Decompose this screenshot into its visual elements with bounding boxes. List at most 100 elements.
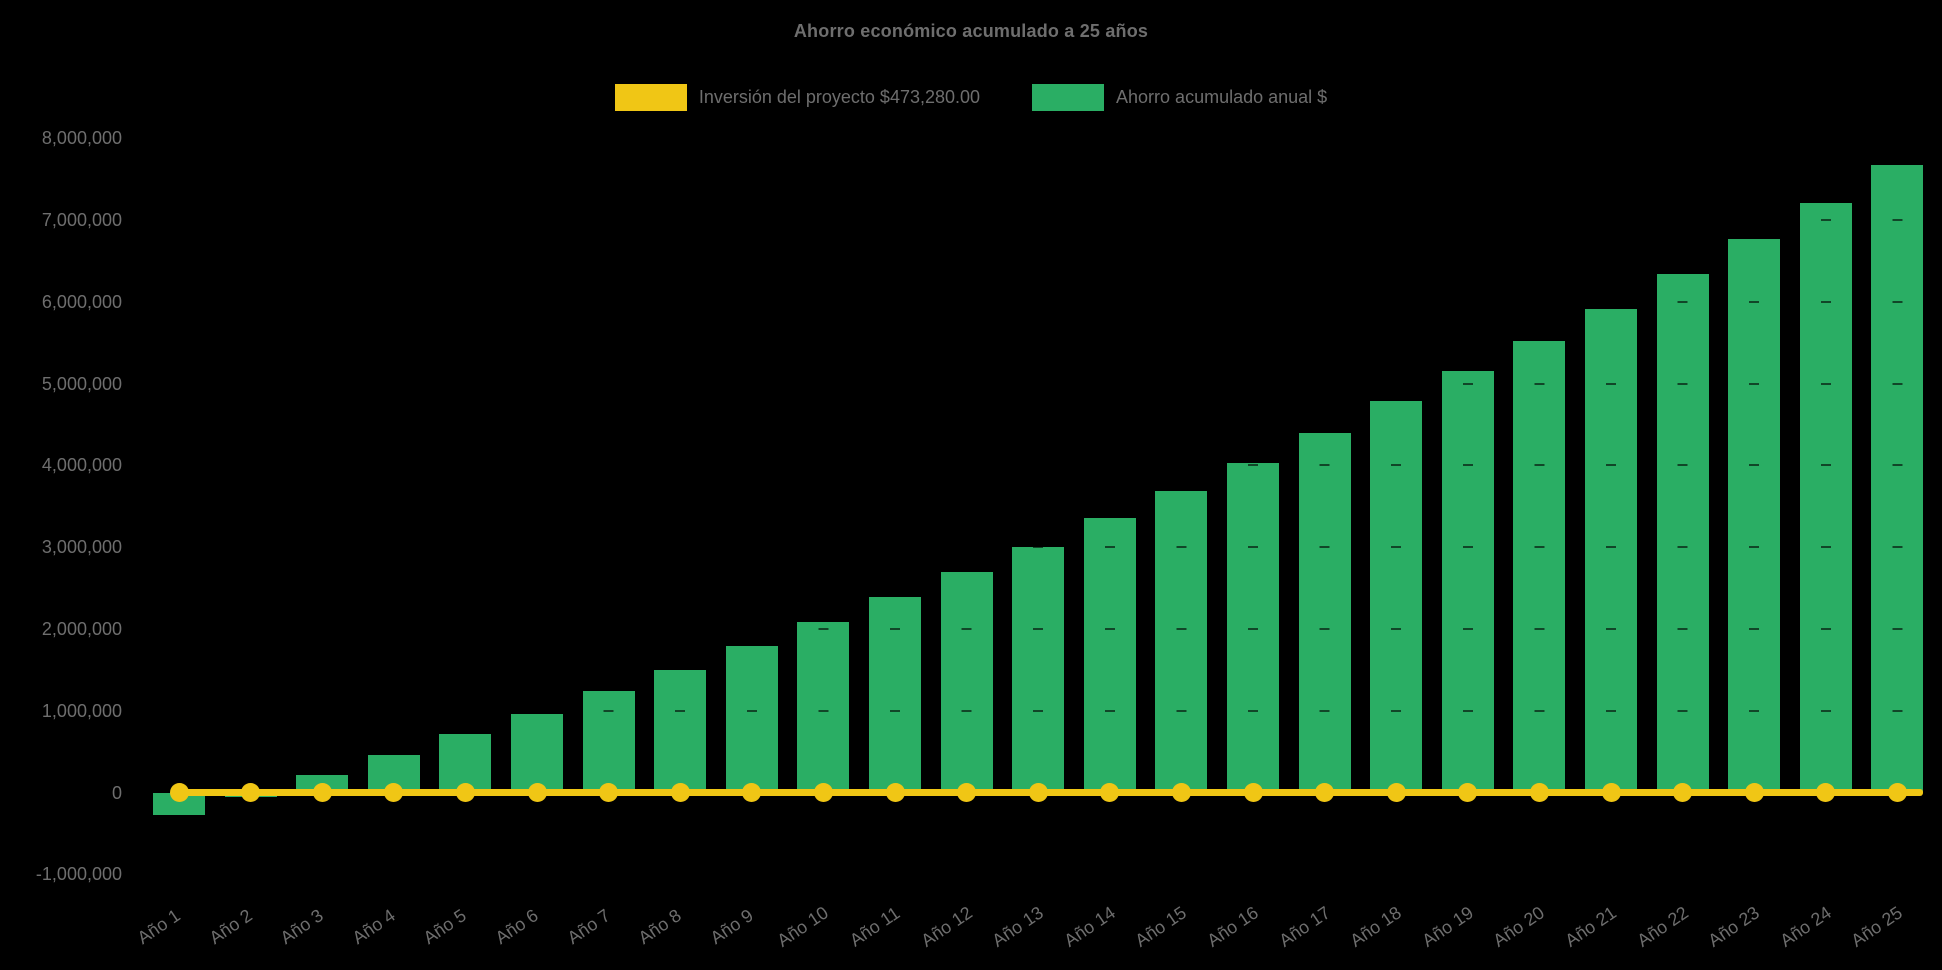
x-tick-label: Año 22 bbox=[1633, 902, 1692, 951]
x-tick-label: Año 23 bbox=[1704, 902, 1764, 951]
bar[interactable] bbox=[940, 572, 993, 793]
bar[interactable] bbox=[1370, 401, 1423, 793]
gridline bbox=[171, 300, 1923, 303]
investment-line-dot[interactable] bbox=[1315, 783, 1335, 802]
investment-line-dot[interactable] bbox=[670, 783, 690, 802]
chart-title: Ahorro económico acumulado a 25 años bbox=[793, 21, 1149, 41]
investment-line-swatch bbox=[614, 84, 687, 111]
investment-line-dot[interactable] bbox=[1100, 783, 1120, 802]
investment-line-dot[interactable] bbox=[455, 783, 475, 802]
bar[interactable] bbox=[1083, 518, 1136, 793]
bar[interactable] bbox=[153, 792, 205, 815]
bar[interactable] bbox=[1656, 273, 1709, 793]
investment-line-dot[interactable] bbox=[599, 783, 619, 802]
investment-line-dot[interactable] bbox=[813, 783, 833, 802]
investment-line-dot[interactable] bbox=[1816, 783, 1836, 802]
bar[interactable] bbox=[1728, 238, 1781, 793]
y-tick-label: 0 bbox=[111, 782, 122, 803]
x-tick-label: Año 13 bbox=[988, 902, 1048, 951]
y-tick-label: 1,000,000 bbox=[41, 700, 122, 721]
investment-line-dot[interactable] bbox=[1171, 783, 1191, 802]
x-tick-label: Año 1 bbox=[133, 905, 184, 949]
x-tick-label: Año 19 bbox=[1418, 902, 1477, 951]
bar[interactable] bbox=[582, 691, 635, 793]
investment-line-dot[interactable] bbox=[885, 783, 905, 802]
gridline bbox=[171, 218, 1923, 221]
investment-line-dot[interactable] bbox=[957, 783, 977, 802]
investment-line-dot[interactable] bbox=[241, 783, 261, 802]
x-tick-label: Año 10 bbox=[773, 902, 833, 951]
x-tick-label: Año 6 bbox=[491, 905, 542, 949]
bar[interactable] bbox=[1585, 309, 1637, 793]
gridline bbox=[171, 709, 1923, 712]
bar[interactable] bbox=[1155, 491, 1208, 793]
x-tick-label: Año 3 bbox=[276, 905, 328, 949]
investment-line-dot[interactable] bbox=[1243, 783, 1263, 802]
x-tick-label: Año 8 bbox=[634, 905, 686, 949]
y-tick-label: 8,000,000 bbox=[41, 128, 122, 149]
bar[interactable] bbox=[1513, 340, 1566, 793]
investment-line-dot[interactable] bbox=[1529, 783, 1549, 802]
bar[interactable] bbox=[869, 596, 921, 793]
savings-bar-swatch bbox=[1032, 84, 1105, 111]
x-tick-label: Año 20 bbox=[1489, 902, 1549, 951]
investment-line-dot[interactable] bbox=[384, 783, 404, 802]
investment-line-dot[interactable] bbox=[527, 783, 547, 802]
gridline bbox=[171, 627, 1923, 630]
x-tick-label: Año 15 bbox=[1131, 902, 1191, 951]
investment-line-dot[interactable] bbox=[312, 783, 332, 802]
x-tick-label: Año 18 bbox=[1346, 902, 1406, 951]
bar[interactable] bbox=[1012, 547, 1065, 793]
legend-label-savings: Ahorro acumulado anual $ bbox=[1116, 87, 1328, 107]
x-tick-label: Año 2 bbox=[205, 905, 256, 949]
bar[interactable] bbox=[1799, 202, 1852, 793]
x-tick-label: Año 24 bbox=[1776, 902, 1835, 951]
investment-line-dot[interactable] bbox=[1386, 783, 1406, 802]
x-tick-label: Año 9 bbox=[706, 905, 757, 949]
gridline bbox=[171, 137, 1923, 140]
y-tick-label: 7,000,000 bbox=[41, 209, 122, 230]
gridline bbox=[171, 546, 1923, 549]
y-tick-label: 3,000,000 bbox=[41, 537, 122, 558]
investment-line-dot[interactable] bbox=[742, 783, 762, 802]
x-tick-label: Año 16 bbox=[1203, 902, 1262, 951]
legend-item-savings[interactable]: Ahorro acumulado anual $ bbox=[1032, 84, 1327, 111]
gridline bbox=[171, 873, 1923, 876]
x-tick-label: Año 7 bbox=[563, 905, 614, 949]
bar[interactable] bbox=[439, 733, 492, 793]
chart-legend: Inversión del proyecto $473,280.00 Ahorr… bbox=[0, 84, 1942, 111]
bar[interactable] bbox=[1227, 462, 1279, 793]
legend-label-investment: Inversión del proyecto $473,280.00 bbox=[698, 87, 981, 107]
investment-line-dot[interactable] bbox=[1601, 783, 1621, 802]
investment-line-dot[interactable] bbox=[1673, 783, 1693, 802]
y-tick-label: 2,000,000 bbox=[41, 618, 122, 639]
investment-line-dot[interactable] bbox=[1458, 783, 1478, 802]
x-tick-label: Año 17 bbox=[1275, 902, 1334, 951]
investment-line-dot[interactable] bbox=[1028, 783, 1048, 802]
x-tick-label: Año 11 bbox=[846, 902, 904, 951]
y-tick-label: 5,000,000 bbox=[41, 373, 122, 394]
x-tick-label: Año 12 bbox=[917, 902, 976, 951]
x-tick-label: Año 21 bbox=[1561, 902, 1620, 951]
y-tick-label: 4,000,000 bbox=[41, 455, 122, 476]
bar[interactable] bbox=[654, 669, 707, 793]
investment-line-dot[interactable] bbox=[1744, 783, 1764, 802]
bar[interactable] bbox=[1298, 433, 1351, 793]
x-tick-label: Año 25 bbox=[1847, 902, 1907, 951]
gridline bbox=[171, 382, 1923, 385]
investment-line-dot[interactable] bbox=[169, 783, 189, 802]
bar[interactable] bbox=[1871, 165, 1924, 793]
y-tick-label: 6,000,000 bbox=[41, 291, 122, 312]
bar[interactable] bbox=[725, 646, 778, 793]
bar[interactable] bbox=[511, 713, 563, 793]
y-tick-label: -1,000,000 bbox=[35, 864, 122, 885]
investment-line-dot[interactable] bbox=[1887, 783, 1907, 802]
bar[interactable] bbox=[1441, 371, 1494, 793]
x-tick-label: Año 14 bbox=[1060, 902, 1119, 951]
x-tick-label: Año 5 bbox=[420, 905, 471, 949]
legend-item-investment[interactable]: Inversión del proyecto $473,280.00 bbox=[614, 84, 981, 111]
bar[interactable] bbox=[797, 621, 850, 793]
x-tick-label: Año 4 bbox=[348, 905, 399, 949]
